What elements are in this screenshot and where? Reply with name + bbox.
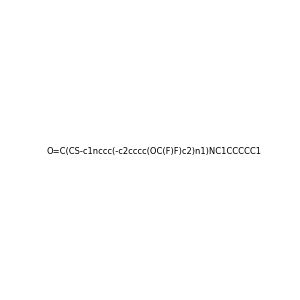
Text: O=C(CS-c1nccc(-c2cccc(OC(F)F)c2)n1)NC1CCCCC1: O=C(CS-c1nccc(-c2cccc(OC(F)F)c2)n1)NC1CC… xyxy=(46,147,261,156)
